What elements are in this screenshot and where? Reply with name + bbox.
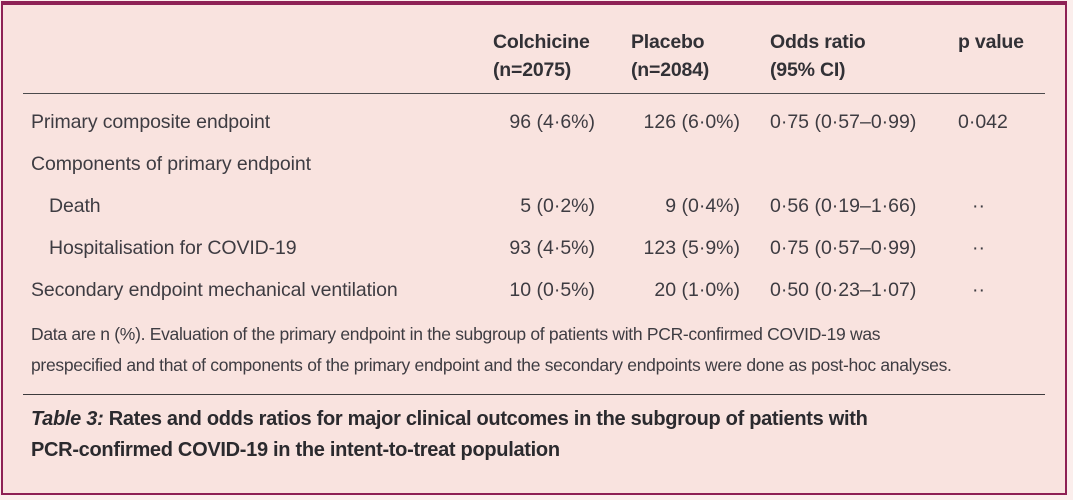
table-header-row: Colchicine (n=2075) Placebo (n=2084) Odd… (31, 5, 1045, 93)
odds-ratio-value: 0·56 (0·19–1·66) (770, 194, 917, 217)
header-odds-ratio-name: Odds ratio (770, 31, 866, 53)
table-caption: Table 3: Rates and odds ratios for major… (3, 395, 903, 466)
header-placebo-name: Placebo (631, 31, 705, 53)
row-label: Primary composite endpoint (31, 110, 271, 133)
placebo-value: 123 (5·9%) (643, 236, 740, 259)
odds-ratio-value: 0·75 (0·57–0·99) (770, 110, 917, 133)
colchicine-value: 5 (0·2%) (520, 194, 595, 217)
header-odds-ratio: Odds ratio (95% CI) (740, 28, 930, 84)
header-colchicine: Colchicine (n=2075) (493, 28, 595, 84)
colchicine-value: 10 (0·5%) (509, 278, 595, 301)
table-footnote: Data are n (%). Evaluation of the primar… (31, 324, 952, 375)
table-row: Secondary endpoint mechanical ventilatio… (31, 269, 1045, 311)
colchicine-value: 96 (4·6%) (509, 110, 595, 133)
colchicine-value: 93 (4·5%) (509, 236, 595, 259)
row-label: Hospitalisation for COVID-19 (49, 236, 297, 259)
p-value: 0·042 (958, 110, 1008, 133)
placebo-value: 126 (6·0%) (643, 110, 740, 133)
table-row: Components of primary endpoint (31, 143, 1045, 185)
odds-ratio-value: 0·75 (0·57–0·99) (770, 236, 917, 259)
table-body: Primary composite endpoint 96 (4·6%) 126… (3, 94, 1065, 311)
row-label: Components of primary endpoint (31, 152, 311, 175)
header-colchicine-n: (n=2075) (493, 59, 572, 81)
header-p-value: p value (958, 31, 1024, 53)
caption-divider (23, 394, 1045, 395)
p-value: ·· (972, 194, 985, 217)
table-caption-label: Table 3: (31, 408, 104, 430)
header-placebo: Placebo (n=2084) (595, 28, 740, 84)
odds-ratio-value: 0·50 (0·23–1·07) (770, 278, 917, 301)
table-caption-text: Rates and odds ratios for major clinical… (31, 408, 868, 461)
header-odds-ratio-ci: (95% CI) (770, 59, 846, 81)
table-row: Primary composite endpoint 96 (4·6%) 126… (31, 101, 1045, 143)
header-placebo-n: (n=2084) (631, 59, 710, 81)
table-row: Death 5 (0·2%) 9 (0·4%) 0·56 (0·19–1·66)… (31, 185, 1045, 227)
placebo-value: 20 (1·0%) (654, 278, 740, 301)
row-label: Death (49, 194, 101, 217)
table-content: Colchicine (n=2075) Placebo (n=2084) Odd… (3, 5, 1065, 93)
header-divider (23, 93, 1045, 94)
placebo-value: 9 (0·4%) (665, 194, 740, 217)
table-row: Hospitalisation for COVID-19 93 (4·5%) 1… (31, 227, 1045, 269)
p-value: ·· (972, 236, 985, 259)
row-label: Secondary endpoint mechanical ventilatio… (31, 278, 398, 301)
p-value: ·· (972, 278, 985, 301)
header-colchicine-name: Colchicine (493, 31, 590, 53)
